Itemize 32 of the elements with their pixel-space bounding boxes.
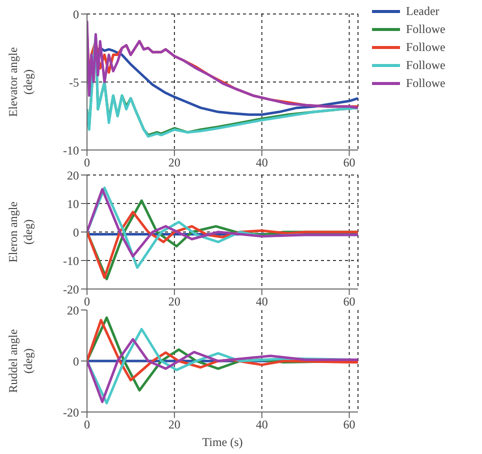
x-tick-label: 20 — [168, 156, 180, 170]
x-tick-label: 0 — [84, 156, 90, 170]
y-tick-label: -5 — [69, 75, 79, 90]
legend-label: Followe — [406, 58, 446, 72]
x-tick-label: 60 — [343, 294, 356, 309]
y-tick-label: 0 — [73, 7, 79, 22]
y-tick-label: 0 — [73, 225, 79, 240]
x-tick-label: 40 — [256, 418, 268, 432]
y-tick-label: -10 — [63, 254, 79, 268]
y-axis-title: Eleron angle (deg) — [6, 202, 35, 262]
x-tick-label: 0 — [84, 294, 90, 309]
x-tick-label: 40 — [256, 156, 268, 170]
y-tick-label: -20 — [63, 282, 79, 296]
x-tick-label: 20 — [168, 418, 180, 432]
x-axis-title: Time (s) — [202, 435, 243, 449]
legend-label: Followe — [406, 76, 446, 90]
y-axis-title: Ruddel angle (deg) — [6, 329, 35, 393]
legend-label: Followe — [406, 22, 446, 36]
x-tick-label: 0 — [84, 418, 90, 432]
y-tick-label: 20 — [67, 168, 79, 182]
y-axis-title: Elevator angle (deg) — [6, 47, 35, 117]
legend-label: Leader — [406, 4, 440, 18]
legend-label: Followe — [406, 40, 446, 54]
y-tick-label: -20 — [63, 405, 79, 420]
y-tick-label: 10 — [67, 196, 79, 211]
y-tick-label: 0 — [73, 354, 79, 368]
x-tick-label: 20 — [168, 294, 180, 309]
y-tick-label: -10 — [63, 143, 79, 158]
x-tick-label: 60 — [343, 418, 356, 432]
line-series — [87, 188, 358, 258]
x-tick-label: 60 — [343, 156, 356, 170]
x-tick-label: 40 — [256, 294, 268, 309]
